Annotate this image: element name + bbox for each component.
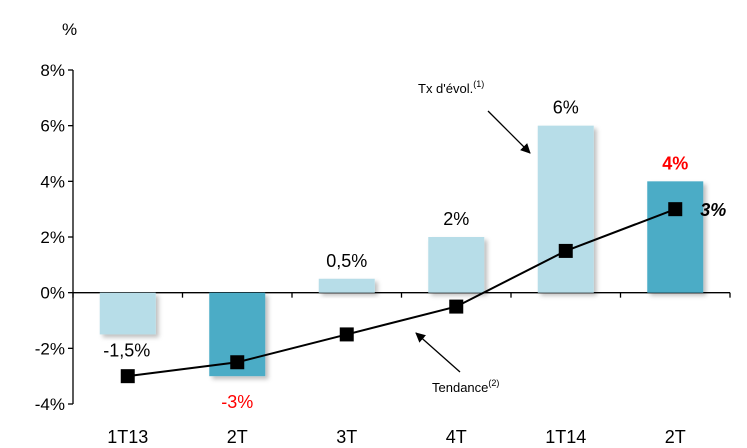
y-tick-label: 0% [40, 284, 65, 303]
y-tick-label: 8% [40, 61, 65, 80]
x-category-label: 1T14 [545, 427, 586, 447]
annotation-growth-rate-sup: (1) [473, 79, 484, 89]
bar-data-label: -1,5% [103, 341, 150, 361]
trend-series: 3% [120, 200, 726, 384]
x-category-label: 2T [227, 427, 248, 447]
y-axis: -4% -2% 0% 2% 4% 6% 8% [35, 61, 74, 414]
trend-line [127, 208, 676, 378]
bar-data-label: 4% [662, 153, 688, 173]
bar-data-label: 0,5% [326, 251, 367, 271]
x-category-label: 4T [446, 427, 467, 447]
annotation-growth-rate-arrow [487, 110, 531, 154]
y-tick-label: 6% [40, 117, 65, 136]
trend-point [558, 243, 573, 258]
x-category-label: 3T [336, 427, 357, 447]
bar [537, 125, 594, 293]
svg-text:Tendance(2): Tendance(2) [432, 378, 499, 395]
y-axis-unit-label: % [62, 20, 77, 39]
annotation-trend-sup: (2) [488, 378, 499, 388]
y-tick-label: 4% [40, 172, 65, 191]
annotation-growth-rate: Tx d'évol.(1) [418, 79, 531, 154]
bar-series [99, 125, 704, 377]
x-category-label: 1T13 [107, 427, 148, 447]
x-axis: 1T13 2T 3T 4T 1T14 2T [72, 292, 731, 447]
annotation-trend-text: Tendance [432, 380, 488, 395]
trend-end-label: 3% [700, 200, 726, 220]
trend-point [668, 202, 683, 217]
trend-point [230, 355, 245, 370]
bar [99, 292, 156, 335]
y-tick-label: -2% [35, 339, 65, 358]
annotation-trend: Tendance(2) [415, 332, 499, 395]
y-tick-label: -4% [35, 395, 65, 414]
annotation-trend-arrow [415, 332, 461, 373]
bar [647, 181, 704, 293]
x-category-label: 2T [665, 427, 686, 447]
annotation-growth-rate-text: Tx d'évol. [418, 81, 473, 96]
y-tick-label: 2% [40, 228, 65, 247]
trend-point [120, 369, 135, 384]
bar-data-label: -3% [221, 392, 253, 412]
trend-point [339, 327, 354, 342]
trend-point [449, 299, 464, 314]
bar-data-label: 2% [443, 209, 469, 229]
data-labels: -1,5% -3% 0,5% 2% 6% 4% [103, 98, 688, 412]
bar [318, 278, 375, 293]
bar-data-label: 6% [553, 98, 579, 118]
svg-text:Tx d'évol.(1): Tx d'évol.(1) [418, 79, 484, 96]
bar [428, 237, 485, 293]
